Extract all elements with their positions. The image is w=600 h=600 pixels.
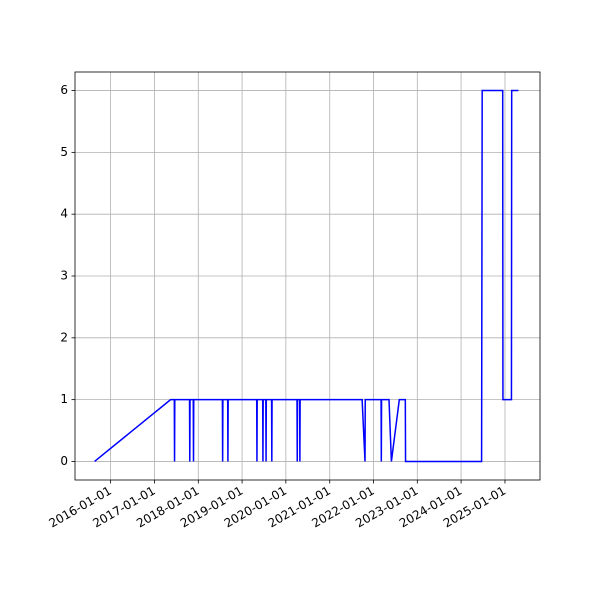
y-tick-label: 0: [60, 454, 68, 468]
y-tick-label: 2: [60, 330, 68, 344]
y-tick-label: 1: [60, 392, 68, 406]
plot-frame: [74, 71, 541, 481]
y-tick-label: 3: [60, 269, 68, 283]
y-tick-label: 4: [60, 207, 68, 221]
y-tick-label: 5: [60, 145, 68, 159]
y-tick-label: 6: [60, 83, 68, 97]
data-line: [94, 89, 519, 463]
